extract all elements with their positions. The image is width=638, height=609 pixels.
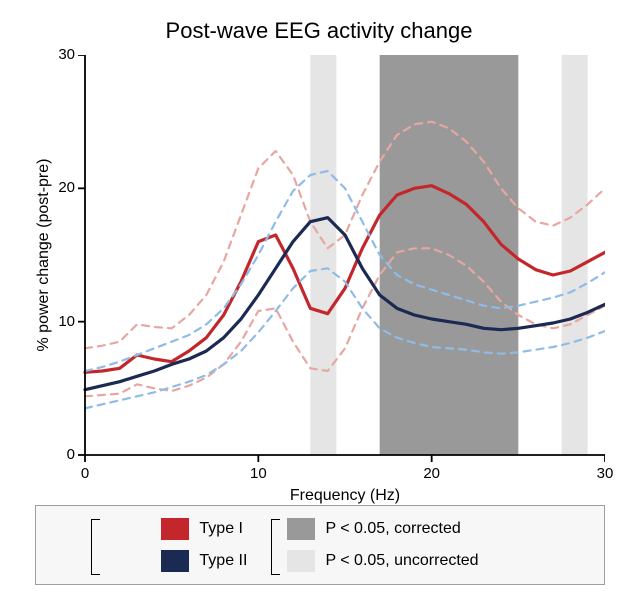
legend-item: P < 0.05, uncorrected xyxy=(287,550,478,572)
legend-bracket-right xyxy=(271,519,280,575)
x-tick-label: 10 xyxy=(248,465,268,482)
legend-label: P < 0.05, corrected xyxy=(325,520,460,538)
legend-box: Type I P < 0.05, corrected Type II P < 0.05… xyxy=(35,505,605,585)
y-tick-label: 30 xyxy=(50,46,75,63)
y-tick-label: 10 xyxy=(50,313,75,330)
x-tick-label: 20 xyxy=(422,465,442,482)
x-tick-label: 0 xyxy=(75,465,95,482)
x-axis-label: Frequency (Hz) xyxy=(85,487,605,505)
legend-label: Type I xyxy=(199,520,243,538)
x-tick-label: 30 xyxy=(595,465,615,482)
legend-bracket-left xyxy=(91,519,100,575)
chart-container: Post-wave EEG activity change % power ch… xyxy=(0,0,638,609)
legend-swatch xyxy=(161,550,189,572)
legend-label: Type II xyxy=(199,552,247,570)
legend-swatch xyxy=(287,518,315,540)
y-tick-label: 20 xyxy=(50,179,75,196)
legend-grid: Type I P < 0.05, corrected Type II P < 0.05… xyxy=(161,518,478,572)
legend-swatch xyxy=(161,518,189,540)
legend-item: P < 0.05, corrected xyxy=(287,518,478,540)
legend-item: Type II xyxy=(161,550,247,572)
legend-item: Type I xyxy=(161,518,247,540)
y-tick-label: 0 xyxy=(50,446,75,463)
legend-swatch xyxy=(287,550,315,572)
legend-label: P < 0.05, uncorrected xyxy=(325,552,478,570)
chart-title: Post-wave EEG activity change xyxy=(0,18,638,44)
chart-plot xyxy=(78,55,605,462)
y-axis-label: % power change (post-pre) xyxy=(35,55,53,455)
